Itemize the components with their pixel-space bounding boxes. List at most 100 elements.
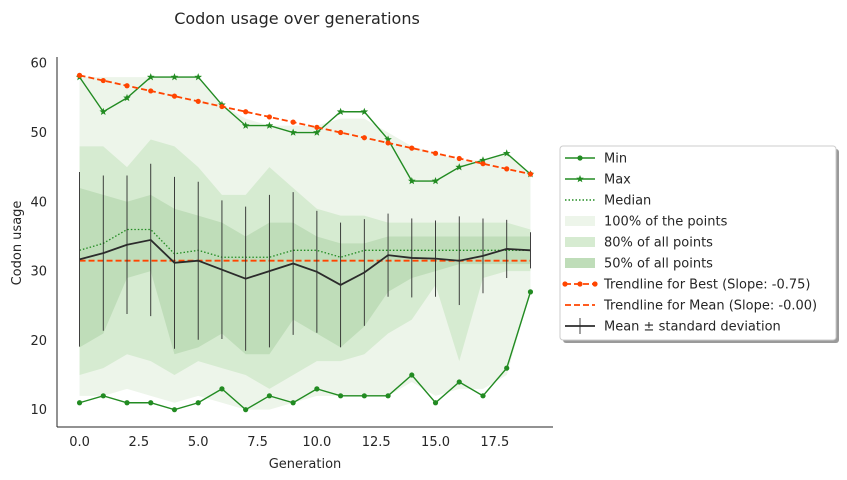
legend-marker: [576, 175, 584, 183]
legend-swatch: [565, 258, 595, 268]
data-point: [314, 386, 320, 392]
x-tick-label: 15.0: [421, 435, 450, 450]
data-point: [409, 145, 415, 151]
data-point: [384, 135, 392, 143]
data-point: [289, 128, 297, 136]
data-point: [455, 163, 464, 171]
data-point: [266, 393, 273, 399]
x-tick-label: 7.5: [247, 435, 268, 450]
legend-marker: [577, 281, 583, 287]
data-point: [124, 400, 130, 406]
data-point: [99, 107, 108, 115]
data-point: [361, 135, 367, 141]
y-tick-label: 30: [30, 265, 47, 280]
legend-item-min: Min: [565, 152, 627, 167]
data-point: [480, 393, 486, 399]
data-point: [314, 124, 320, 130]
y-axis: 10 20 30 40 50 60: [30, 57, 58, 427]
legend-label: Trendline for Mean (Slope: -0.00): [603, 299, 817, 314]
chart-title: Codon usage over generations: [174, 9, 420, 28]
x-tick-label: 12.5: [362, 435, 391, 450]
y-tick-label: 50: [30, 126, 47, 141]
data-point: [171, 93, 178, 99]
legend-box: [559, 145, 837, 341]
legend-item-100-of-the-points: 100% of the points: [565, 215, 728, 230]
data-point: [385, 393, 391, 399]
series-mean-standard-deviation: [79, 163, 531, 351]
data-point: [171, 407, 178, 413]
data-point: [243, 407, 249, 413]
data-point: [76, 72, 83, 78]
data-point: [146, 73, 155, 81]
legend-label: Min: [604, 152, 627, 167]
legend-swatch: [565, 237, 595, 247]
data-point: [431, 177, 440, 185]
x-tick-label: 17.5: [480, 435, 509, 450]
data-point: [456, 155, 462, 162]
legend-item-80-of-all-points: 80% of all points: [565, 236, 713, 251]
data-point: [504, 365, 510, 371]
data-point: [504, 166, 510, 172]
legend-marker: [592, 281, 598, 287]
plot-area: [75, 72, 535, 413]
x-axis-label: Generation: [269, 457, 342, 472]
series-min: [76, 289, 534, 413]
data-point: [456, 379, 462, 385]
data-point: [479, 156, 487, 164]
data-point: [409, 372, 415, 378]
data-point: [241, 121, 250, 129]
data-point: [527, 289, 534, 295]
data-point: [219, 386, 225, 392]
series-median: [79, 228, 531, 258]
y-tick-label: 40: [30, 195, 47, 210]
legend-item-max: Max: [565, 173, 631, 188]
data-point: [502, 149, 511, 157]
data-point: [76, 400, 83, 406]
data-point: [243, 109, 249, 115]
data-point: [170, 73, 179, 81]
data-point: [265, 121, 274, 129]
data-point: [195, 400, 201, 406]
x-tick-label: 2.5: [129, 435, 150, 450]
data-point: [480, 161, 486, 167]
data-point: [148, 400, 154, 406]
data-point: [124, 83, 130, 89]
data-point: [385, 140, 391, 146]
series-line: [79, 74, 531, 175]
series-line: [79, 238, 531, 286]
data-point: [290, 400, 296, 406]
data-point: [360, 107, 369, 115]
x-tick-label: 10.0: [302, 435, 331, 450]
data-point: [219, 103, 225, 110]
legend-item-mean-standard-deviation: Mean ± standard deviation: [565, 318, 781, 335]
data-point: [313, 128, 321, 136]
legend-item-trendline-for-best-slope-0-75: Trendline for Best (Slope: -0.75): [562, 278, 810, 293]
legend-swatch: [565, 216, 595, 226]
series-trendline-for-best-slope-0-75: [76, 72, 534, 177]
series-line: [78, 76, 531, 182]
y-axis-label: Codon usage: [10, 201, 25, 286]
data-point: [336, 107, 345, 115]
series-line: [79, 291, 532, 411]
series-line: [79, 228, 531, 258]
y-tick-label: 10: [30, 403, 47, 418]
legend-label: Trendline for Best (Slope: -0.75): [603, 278, 810, 293]
legend-marker: [562, 281, 568, 287]
legend-label: Mean ± standard deviation: [604, 320, 781, 335]
data-point: [337, 393, 344, 399]
data-point: [148, 88, 154, 94]
data-point: [123, 93, 131, 102]
legend-item-trendline-for-mean-slope-0-00: Trendline for Mean (Slope: -0.00): [565, 299, 817, 314]
data-point: [337, 129, 344, 136]
x-tick-label: 0.0: [69, 435, 90, 450]
data-point: [100, 77, 106, 84]
legend-item-50-of-all-points: 50% of all points: [565, 257, 713, 272]
legend-label: 80% of all points: [604, 236, 713, 251]
data-point: [266, 114, 273, 120]
data-point: [100, 393, 106, 399]
band-50-of-all-points: [79, 187, 531, 355]
y-tick-label: 20: [30, 334, 47, 349]
y-tick-label: 60: [30, 57, 47, 72]
data-point: [407, 177, 416, 185]
